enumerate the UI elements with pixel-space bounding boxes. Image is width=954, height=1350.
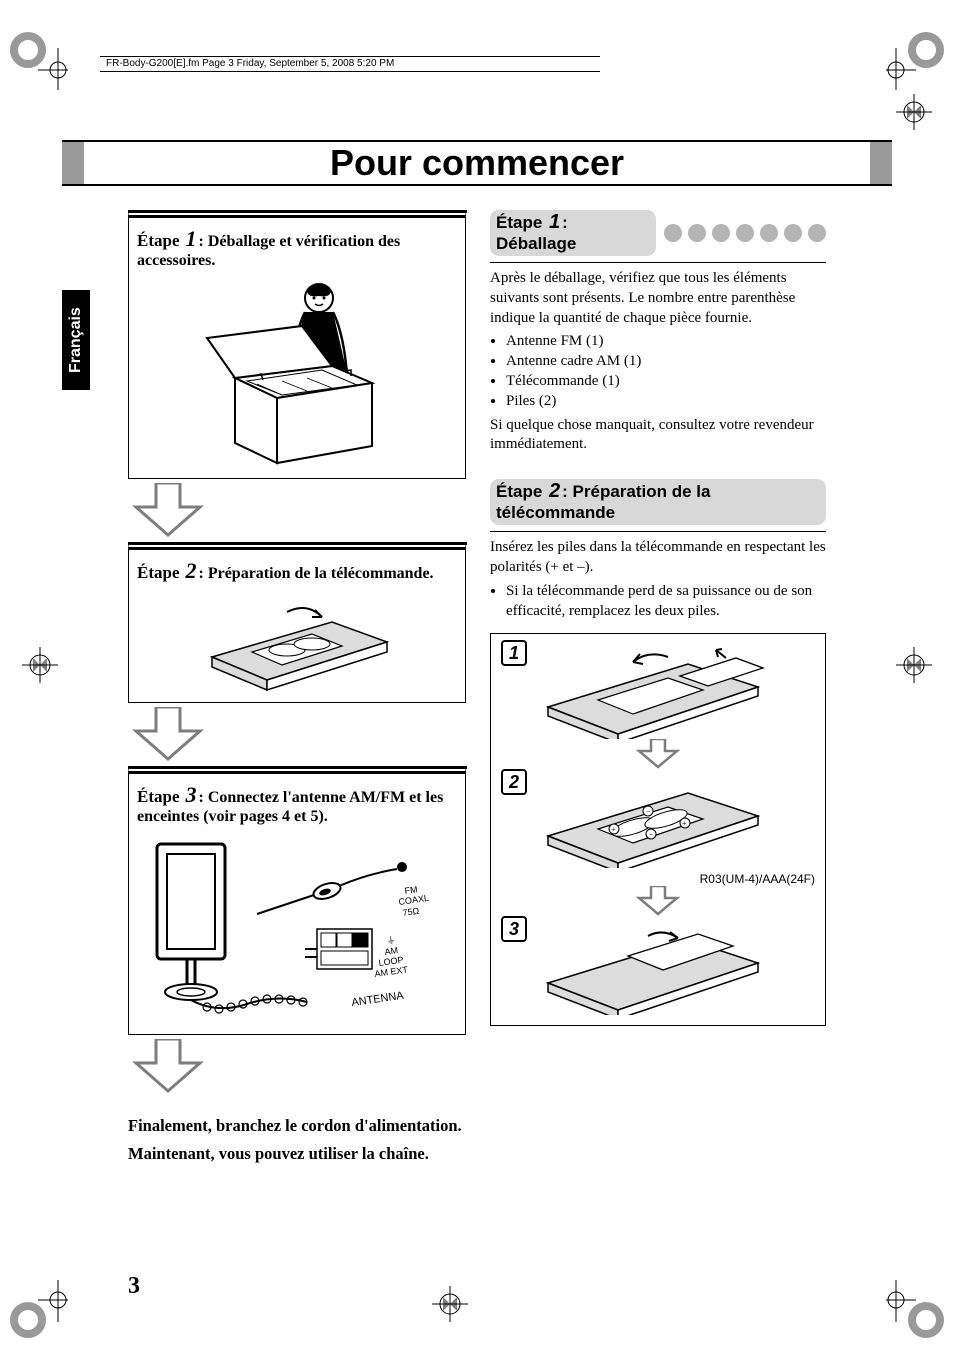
unpacking-illustration [197,278,397,468]
battery-spec-label: R03(UM-4)/AAA(24F) [501,872,815,886]
title-decor-right [870,142,892,184]
down-arrow-icon [128,1039,208,1093]
section-1-heading: Étape 1: Déballage [490,210,826,256]
section-2-body: Insérez les piles dans la télécommande e… [490,538,826,621]
heading-dots [664,224,826,242]
svg-text:−: − [646,807,651,816]
remote-step-3-illustration [518,920,798,1015]
summary-step-1-head: Étape 1: Déballage et vérification des a… [137,226,457,270]
title-decor-left [62,142,84,184]
crop-mark-icon [20,645,60,685]
heading-rule [490,531,826,532]
left-column: Étape 1: Déballage et vérification des a… [128,210,466,1270]
section-1-items: Antenne FM (1) Antenne cadre AM (1) Télé… [490,332,826,411]
page-number: 3 [128,1273,140,1300]
step-number-box: 1 [501,640,527,666]
language-tab-label: Français [67,307,85,373]
section-1-outro: Si quelque chose manquait, consultez vot… [490,416,826,456]
remote-step-1-illustration [518,644,798,739]
page-title: Pour commencer [84,142,870,184]
manual-page: FR-Body-G200[E].fm Page 3 Friday, Septem… [0,0,954,1350]
section-2-bullet: Si la télécommande perd de sa puissance … [506,582,826,622]
remote-steps-box: 1 [490,633,826,1026]
summary-step-3-box: Étape 3: Connectez l'antenne AM/FM et le… [128,766,466,1035]
file-header: FR-Body-G200[E].fm Page 3 Friday, Septem… [100,56,600,72]
content-area: Étape 1: Déballage et vérification des a… [128,210,826,1270]
remote-step-2: 2 + − [501,769,815,886]
crop-mark-icon [8,30,68,90]
section-1-body: Après le déballage, vérifiez que tous le… [490,269,826,455]
down-arrow-icon [128,483,208,537]
antenna-illustration: FM COAXL 75Ω ⏚ AM LOOP AM EXT ANTENNA [147,834,447,1024]
crop-mark-icon [430,1284,470,1324]
svg-text:+: + [682,819,687,828]
crop-mark-icon [894,645,934,685]
file-header-text: FR-Body-G200[E].fm Page 3 Friday, Septem… [106,58,394,69]
language-tab: Français [62,290,90,390]
down-arrow-icon [633,886,683,916]
down-arrow-icon [633,739,683,769]
remote-step-2-illustration: + − − + [518,773,798,868]
section-2-heading: Étape 2: Préparation de la télécommande [490,479,826,525]
svg-text:ANTENNA: ANTENNA [351,990,405,1009]
final-line-2: Maintenant, vous pouvez utiliser la chaî… [128,1144,466,1164]
list-item: Piles (2) [506,392,826,412]
step-number-box: 3 [501,916,527,942]
svg-text:+: + [611,825,616,834]
remote-illustration [192,592,402,692]
heading-rule [490,262,826,263]
right-column: Étape 1: Déballage Après le déballage, v… [490,210,826,1270]
summary-step-2-head: Étape 2: Préparation de la télécommande. [137,558,457,584]
svg-text:−: − [649,830,654,839]
summary-step-2-box: Étape 2: Préparation de la télécommande. [128,542,466,703]
crop-mark-icon [886,1280,946,1340]
svg-text:COAXL: COAXL [398,893,430,907]
down-arrow-icon [128,707,208,761]
section-1-intro: Après le déballage, vérifiez que tous le… [490,269,826,328]
list-item: Antenne cadre AM (1) [506,352,826,372]
crop-mark-icon [8,1280,68,1340]
step-number-box: 2 [501,769,527,795]
remote-step-1: 1 [501,640,815,739]
svg-text:⏚: ⏚ [386,935,396,946]
crop-mark-icon [894,92,934,132]
list-item: Télécommande (1) [506,372,826,392]
section-2-intro: Insérez les piles dans la télécommande e… [490,538,826,578]
crop-mark-icon [886,30,946,90]
final-line-1: Finalement, branchez le cordon d'aliment… [128,1116,466,1136]
list-item: Antenne FM (1) [506,332,826,352]
title-bar: Pour commencer [62,140,892,186]
remote-step-3: 3 [501,916,815,1015]
final-instructions: Finalement, branchez le cordon d'aliment… [128,1116,466,1164]
svg-text:75Ω: 75Ω [402,906,420,918]
summary-step-1-box: Étape 1: Déballage et vérification des a… [128,210,466,479]
summary-step-3-head: Étape 3: Connectez l'antenne AM/FM et le… [137,782,457,826]
